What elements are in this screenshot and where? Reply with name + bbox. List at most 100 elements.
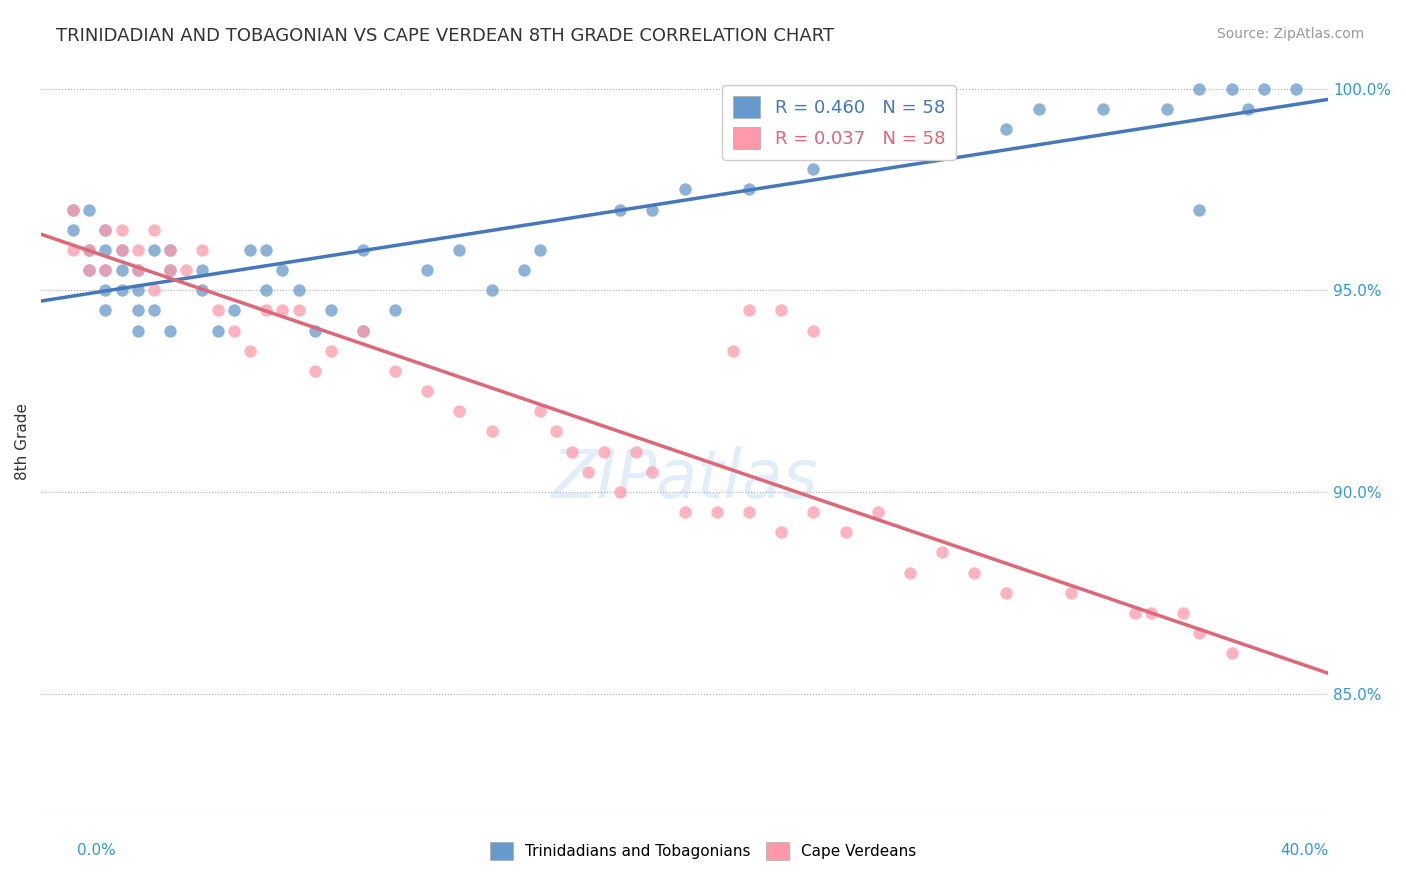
- Point: [254, 303, 277, 318]
- Text: ZIPatlas: ZIPatlas: [551, 446, 818, 512]
- Point: [801, 324, 824, 338]
- Point: [319, 303, 342, 318]
- Point: [94, 263, 117, 277]
- Point: [481, 425, 503, 439]
- Point: [1285, 81, 1308, 95]
- Point: [1236, 102, 1258, 116]
- Point: [995, 122, 1018, 136]
- Point: [706, 505, 728, 519]
- Point: [79, 243, 101, 257]
- Point: [110, 283, 132, 297]
- Point: [449, 404, 471, 418]
- Point: [127, 243, 149, 257]
- Point: [352, 243, 374, 257]
- Point: [224, 324, 246, 338]
- Point: [127, 303, 149, 318]
- Point: [159, 263, 181, 277]
- Point: [191, 243, 214, 257]
- Point: [1173, 606, 1195, 620]
- Point: [191, 283, 214, 297]
- Point: [416, 263, 439, 277]
- Point: [224, 303, 246, 318]
- Point: [673, 182, 696, 196]
- Point: [94, 223, 117, 237]
- Point: [593, 444, 616, 458]
- Point: [529, 243, 551, 257]
- Y-axis label: 8th Grade: 8th Grade: [15, 403, 30, 480]
- Point: [62, 202, 84, 217]
- Point: [416, 384, 439, 398]
- Point: [1140, 606, 1163, 620]
- Point: [1220, 646, 1243, 660]
- Point: [641, 202, 664, 217]
- Point: [127, 324, 149, 338]
- Point: [271, 263, 294, 277]
- Text: 0.0%: 0.0%: [77, 843, 117, 858]
- Point: [1156, 102, 1178, 116]
- Point: [898, 566, 921, 580]
- Point: [110, 223, 132, 237]
- Point: [94, 303, 117, 318]
- Point: [1123, 606, 1146, 620]
- Point: [1253, 81, 1275, 95]
- Point: [207, 324, 229, 338]
- Point: [1188, 626, 1211, 640]
- Point: [1091, 102, 1114, 116]
- Point: [1188, 202, 1211, 217]
- Point: [866, 505, 889, 519]
- Point: [94, 223, 117, 237]
- Point: [62, 243, 84, 257]
- Text: TRINIDADIAN AND TOBAGONIAN VS CAPE VERDEAN 8TH GRADE CORRELATION CHART: TRINIDADIAN AND TOBAGONIAN VS CAPE VERDE…: [56, 27, 834, 45]
- Point: [352, 324, 374, 338]
- Point: [641, 465, 664, 479]
- Point: [287, 283, 309, 297]
- Point: [834, 525, 856, 540]
- Point: [529, 404, 551, 418]
- Point: [94, 283, 117, 297]
- Point: [544, 425, 567, 439]
- Point: [94, 263, 117, 277]
- Point: [738, 505, 761, 519]
- Point: [931, 122, 953, 136]
- Point: [1060, 586, 1083, 600]
- Point: [384, 364, 406, 378]
- Point: [110, 263, 132, 277]
- Point: [79, 263, 101, 277]
- Point: [561, 444, 583, 458]
- Point: [62, 223, 84, 237]
- Point: [576, 465, 599, 479]
- Point: [801, 162, 824, 177]
- Text: 40.0%: 40.0%: [1281, 843, 1329, 858]
- Legend: R = 0.460   N = 58, R = 0.037   N = 58: R = 0.460 N = 58, R = 0.037 N = 58: [723, 85, 956, 160]
- Point: [159, 243, 181, 257]
- Point: [110, 243, 132, 257]
- Point: [239, 343, 262, 358]
- Point: [449, 243, 471, 257]
- Point: [142, 303, 165, 318]
- Point: [127, 283, 149, 297]
- Point: [79, 263, 101, 277]
- Point: [319, 343, 342, 358]
- Point: [1220, 81, 1243, 95]
- Point: [287, 303, 309, 318]
- Point: [304, 364, 326, 378]
- Point: [481, 283, 503, 297]
- Point: [738, 303, 761, 318]
- Point: [254, 283, 277, 297]
- Point: [159, 263, 181, 277]
- Text: Source: ZipAtlas.com: Source: ZipAtlas.com: [1216, 27, 1364, 41]
- Point: [191, 263, 214, 277]
- Point: [1028, 102, 1050, 116]
- Point: [271, 303, 294, 318]
- Point: [513, 263, 536, 277]
- Point: [770, 525, 793, 540]
- Point: [62, 202, 84, 217]
- Point: [142, 283, 165, 297]
- Point: [384, 303, 406, 318]
- Point: [207, 303, 229, 318]
- Legend: Trinidadians and Tobagonians, Cape Verdeans: Trinidadians and Tobagonians, Cape Verde…: [484, 836, 922, 866]
- Point: [174, 263, 197, 277]
- Point: [609, 202, 631, 217]
- Point: [770, 303, 793, 318]
- Point: [834, 142, 856, 156]
